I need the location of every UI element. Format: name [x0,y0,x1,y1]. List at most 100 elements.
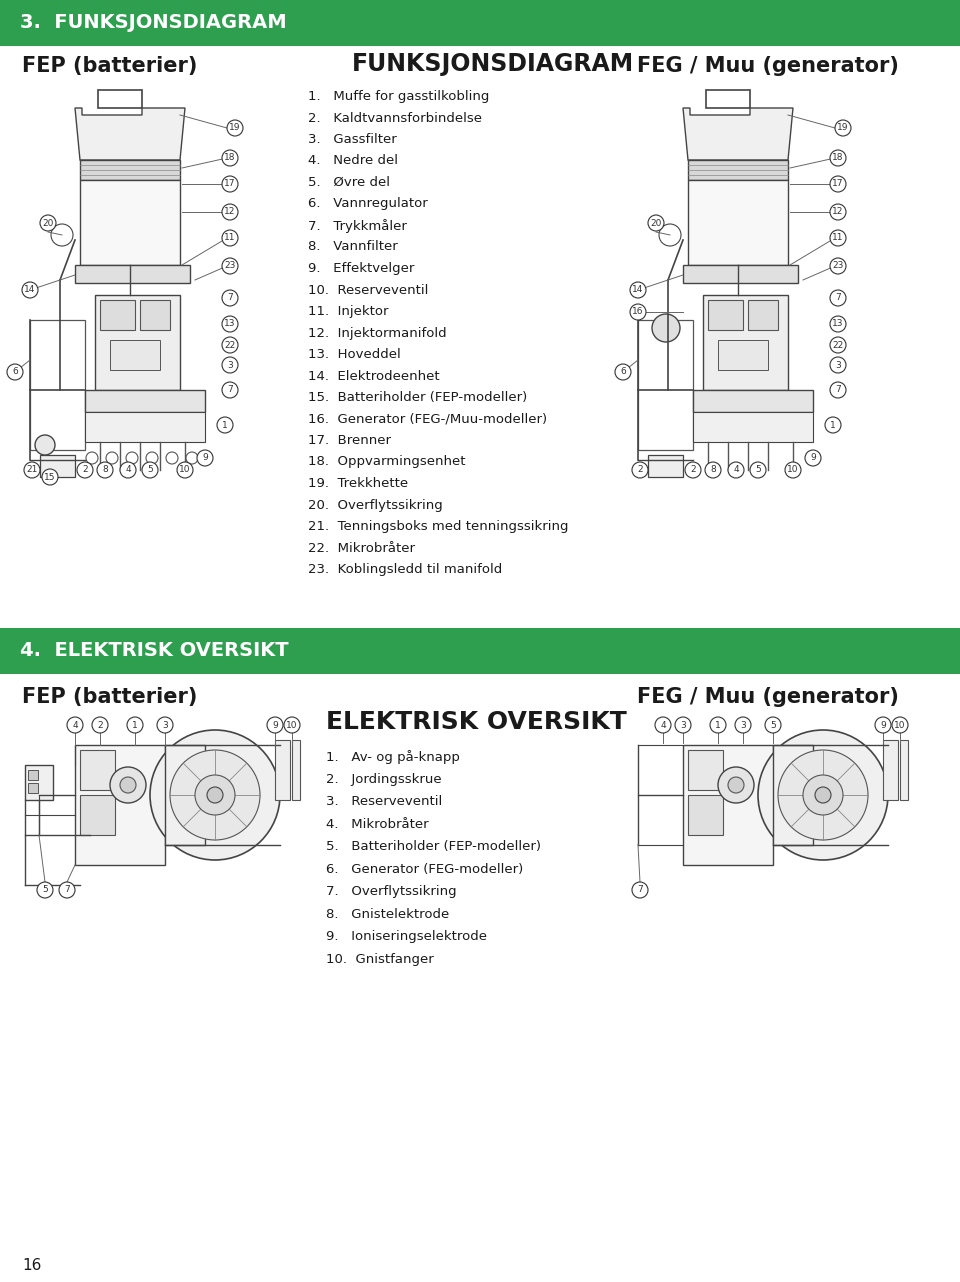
Text: 7: 7 [64,886,70,895]
Text: 10: 10 [286,720,298,729]
Bar [688,160,788,179]
Text: ELEKTRISK OVERSIKT: ELEKTRISK OVERSIKT [326,710,627,735]
Circle shape [778,750,868,840]
Circle shape [728,462,744,478]
Circle shape [675,717,691,733]
Bar [648,455,683,477]
Circle shape [227,121,243,136]
Text: 8: 8 [710,465,716,474]
Bar [100,300,135,329]
Bar [683,265,798,283]
Bar [748,300,778,329]
Text: 13: 13 [832,319,844,328]
Bar [688,179,788,265]
Text: 3: 3 [228,360,233,369]
Bar [0,628,960,674]
Text: 7.   Overflytssikring: 7. Overflytssikring [326,885,457,897]
Text: 20: 20 [42,218,54,227]
Circle shape [710,717,726,733]
Bar [80,179,180,265]
Circle shape [177,462,193,478]
Bar [706,90,750,108]
Circle shape [120,462,136,478]
Circle shape [186,453,198,464]
Bar [693,412,813,442]
Bar [693,390,813,412]
Circle shape [284,717,300,733]
Text: 7: 7 [228,386,233,395]
Text: 4.   Nedre del: 4. Nedre del [308,155,398,168]
Circle shape [67,717,83,733]
Circle shape [830,176,846,192]
Circle shape [830,258,846,274]
Text: 16.  Generator (FEG-/Muu-modeller): 16. Generator (FEG-/Muu-modeller) [308,413,547,426]
Text: 4.   Mikrobråter: 4. Mikrobråter [326,818,428,831]
Text: 4: 4 [125,465,131,474]
Text: 18.  Oppvarmingsenhet: 18. Oppvarmingsenhet [308,455,466,468]
Circle shape [630,282,646,297]
Bar [40,455,75,477]
Text: 21.  Tenningsboks med tenningssikring: 21. Tenningsboks med tenningssikring [308,520,568,533]
Text: 8.   Gnistelektrode: 8. Gnistelektrode [326,908,449,920]
Text: 8.   Vannfilter: 8. Vannfilter [308,241,397,254]
Circle shape [835,121,851,136]
Text: 19: 19 [837,123,849,132]
Circle shape [92,717,108,733]
Text: 9: 9 [203,454,208,463]
Text: 7.   Trykkmåler: 7. Trykkmåler [308,219,407,233]
Text: 7: 7 [835,294,841,303]
Circle shape [42,469,58,485]
Circle shape [40,215,56,231]
Circle shape [110,767,146,803]
Circle shape [222,315,238,332]
Text: 10.  Gnistfanger: 10. Gnistfanger [326,953,434,965]
Text: 10: 10 [895,720,905,729]
Text: 4: 4 [72,720,78,729]
Bar [28,783,38,794]
Circle shape [37,882,53,897]
Polygon shape [683,108,793,160]
Circle shape [207,787,223,803]
Bar [165,745,205,845]
Circle shape [685,462,701,478]
Circle shape [830,150,846,165]
Circle shape [765,717,781,733]
Polygon shape [75,108,185,160]
Text: 1: 1 [715,720,721,729]
Circle shape [875,717,891,733]
Bar [110,340,160,370]
Text: 12.  Injektormanifold: 12. Injektormanifold [308,327,446,340]
Circle shape [146,453,158,464]
Text: 1: 1 [132,720,138,729]
Text: 5.   Øvre del: 5. Øvre del [308,176,390,188]
Text: 3.   Reserveventil: 3. Reserveventil [326,795,443,808]
Circle shape [815,787,831,803]
Circle shape [655,717,671,733]
Text: 18: 18 [832,154,844,163]
Circle shape [222,176,238,192]
Circle shape [803,776,843,815]
Text: 5: 5 [42,886,48,895]
Text: FEG / Muu (generator): FEG / Muu (generator) [637,56,899,76]
Text: 21: 21 [26,465,37,474]
Circle shape [35,435,55,455]
Circle shape [51,224,73,246]
Text: 5.   Batteriholder (FEP-modeller): 5. Batteriholder (FEP-modeller) [326,840,541,853]
Text: 1: 1 [222,420,228,429]
Circle shape [97,462,113,478]
Circle shape [86,453,98,464]
Text: 6.   Generator (FEG-modeller): 6. Generator (FEG-modeller) [326,863,523,876]
Circle shape [217,417,233,433]
Circle shape [735,717,751,733]
Text: 2: 2 [690,465,696,474]
Circle shape [197,450,213,465]
Circle shape [728,777,744,794]
Text: 2.   Jordingsskrue: 2. Jordingsskrue [326,773,442,786]
Text: 4.  ELEKTRISK OVERSIKT: 4. ELEKTRISK OVERSIKT [20,641,289,660]
Circle shape [59,882,75,897]
Text: 17: 17 [832,179,844,188]
Text: 23: 23 [225,262,236,271]
Bar [95,295,180,390]
Circle shape [127,717,143,733]
Text: 23.  Koblingsledd til manifold: 23. Koblingsledd til manifold [308,563,502,576]
